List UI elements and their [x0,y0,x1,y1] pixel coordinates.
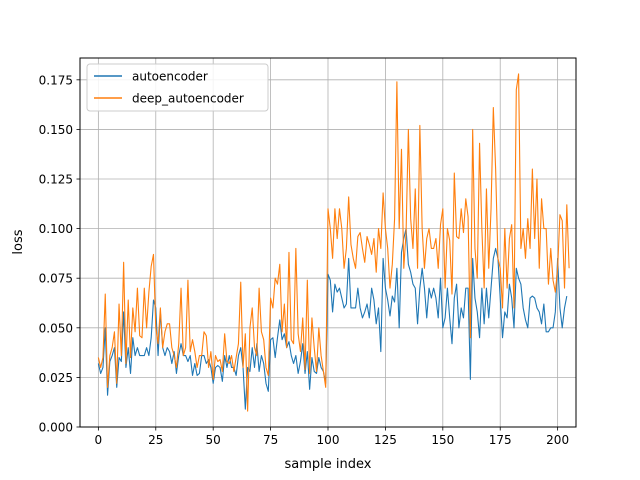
legend-box [86,63,269,112]
data-series [97,73,570,412]
y-tick-label: 0.025 [39,371,73,385]
y-tick-label: 0.075 [39,272,73,286]
series-line-autoencoder [97,228,568,410]
x-tick-label: 50 [206,433,221,447]
y-tick-label: 0.125 [39,173,73,187]
x-tick-label: 125 [374,433,397,447]
legend: autoencoder deep_autoencoder [86,63,269,112]
y-tick-label: 0.100 [39,222,73,236]
x-tick-label: 150 [431,433,454,447]
y-tick-label: 0.175 [39,73,73,87]
x-tick-label: 200 [546,433,569,447]
x-tick-label: 25 [148,433,163,447]
x-axis-ticks: 0 25 50 75 100 125 150 175 200 [95,427,569,447]
x-tick-label: 0 [95,433,103,447]
x-axis-label: sample index [285,457,372,472]
y-axis-label: loss [11,229,26,254]
x-tick-label: 175 [489,433,512,447]
y-axis-ticks: 0.000 0.025 0.050 0.075 0.100 0.125 0.150 0.175 [39,73,80,435]
y-tick-label: 0.000 [39,421,73,435]
x-tick-label: 100 [317,433,340,447]
y-tick-label: 0.050 [39,321,73,335]
legend-label: deep_autoencoder [132,92,244,106]
x-tick-label: 75 [263,433,278,447]
legend-label: autoencoder [132,70,208,84]
y-tick-label: 0.150 [39,123,73,137]
series-line-deep-autoencoder [97,73,570,412]
